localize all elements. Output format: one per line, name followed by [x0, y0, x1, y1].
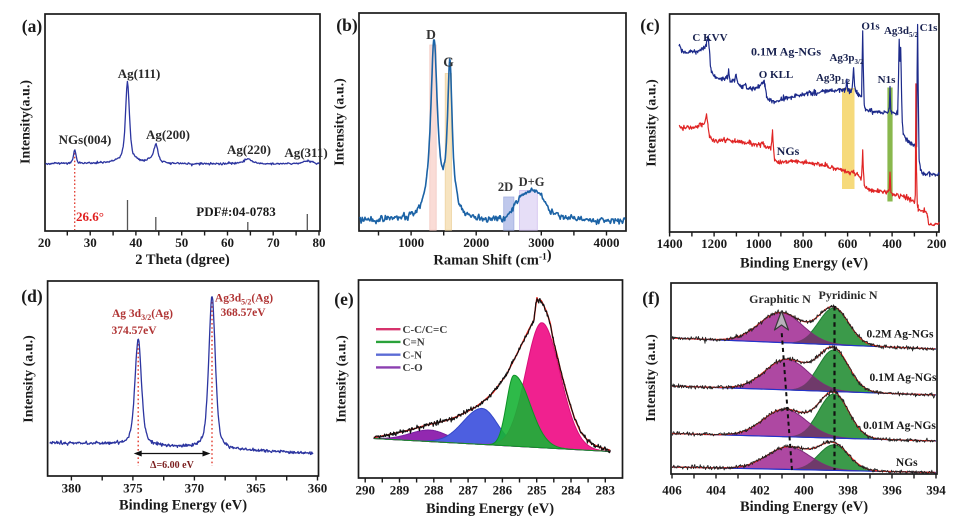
svg-text:600: 600	[838, 236, 858, 251]
svg-text:0.1M Ag-NGs: 0.1M Ag-NGs	[751, 45, 821, 59]
svg-text:PDF#:04-0783: PDF#:04-0783	[196, 204, 276, 219]
svg-text:26.6°: 26.6°	[76, 209, 104, 224]
svg-text:Binding Energy (eV): Binding Energy (eV)	[740, 499, 868, 515]
svg-text:368.57eV: 368.57eV	[220, 307, 266, 319]
svg-text:Ag3d5/2(Ag): Ag3d5/2(Ag)	[215, 293, 273, 307]
svg-text:1200: 1200	[701, 236, 727, 251]
svg-text:D: D	[426, 27, 436, 42]
svg-text:402: 402	[750, 483, 770, 498]
svg-text:286: 286	[493, 483, 513, 498]
svg-text:(d): (d)	[21, 286, 43, 306]
svg-text:1400: 1400	[657, 236, 683, 251]
svg-text:1000: 1000	[746, 236, 772, 251]
svg-text:Ag(111): Ag(111)	[118, 66, 161, 81]
svg-text:Pyridinic N: Pyridinic N	[819, 288, 878, 302]
svg-text:Intensity (a.u.): Intensity (a.u.)	[22, 335, 37, 423]
svg-text:70: 70	[267, 235, 280, 250]
svg-text:Intensity (a.u.): Intensity (a.u.)	[333, 78, 348, 166]
svg-text:NGs: NGs	[777, 144, 800, 158]
svg-text:Intensity(a.u.): Intensity(a.u.)	[19, 80, 34, 164]
svg-text:200: 200	[927, 236, 947, 251]
svg-text:Ag(311): Ag(311)	[284, 145, 327, 160]
svg-text:20: 20	[38, 235, 51, 250]
svg-text:30: 30	[84, 235, 97, 250]
svg-text:406: 406	[662, 483, 682, 498]
svg-text:288: 288	[424, 483, 444, 498]
svg-text:C1s: C1s	[920, 22, 938, 34]
svg-text:Raman Shift (cm-1): Raman Shift (cm-1)	[433, 248, 551, 269]
svg-text:283: 283	[596, 483, 616, 498]
svg-text:N1s: N1s	[878, 74, 896, 86]
svg-text:394: 394	[926, 483, 946, 498]
svg-text:C KVV: C KVV	[692, 32, 727, 44]
svg-text:C=N: C=N	[403, 337, 425, 349]
svg-text:0.1M Ag-NGs: 0.1M Ag-NGs	[869, 372, 937, 384]
svg-text:360: 360	[308, 481, 328, 496]
svg-text:Intensity (a.u.): Intensity (a.u.)	[335, 335, 350, 423]
svg-text:287: 287	[458, 483, 478, 498]
svg-text:50: 50	[175, 235, 188, 250]
svg-text:396: 396	[882, 483, 902, 498]
svg-text:C-O: C-O	[403, 362, 424, 374]
svg-text:290: 290	[355, 483, 375, 498]
svg-text:Binding Energy (eV): Binding Energy (eV)	[119, 498, 247, 514]
svg-text:0.01M Ag-NGs: 0.01M Ag-NGs	[863, 420, 936, 432]
svg-text:(f): (f)	[642, 288, 660, 308]
svg-text:Intensity (a.u.): Intensity (a.u.)	[645, 79, 660, 167]
svg-text:Ag(200): Ag(200)	[146, 127, 190, 142]
svg-text:Binding Energy (eV): Binding Energy (eV)	[740, 256, 868, 272]
svg-text:Graphitic N: Graphitic N	[749, 292, 811, 306]
svg-text:375: 375	[123, 481, 143, 496]
svg-text:C-C/C=C: C-C/C=C	[403, 324, 448, 336]
svg-text:40: 40	[129, 235, 142, 250]
svg-text:Intensity (a.u.): Intensity (a.u.)	[644, 334, 659, 422]
svg-text:380: 380	[62, 481, 82, 496]
svg-text:(b): (b)	[336, 15, 358, 35]
svg-text:2000: 2000	[463, 235, 489, 250]
svg-text:800: 800	[793, 236, 813, 251]
svg-text:1000: 1000	[398, 235, 424, 250]
svg-text:3000: 3000	[528, 235, 554, 250]
svg-text:289: 289	[390, 483, 410, 498]
svg-text:374.57eV: 374.57eV	[111, 325, 157, 337]
svg-text:(e): (e)	[334, 289, 354, 309]
svg-text:285: 285	[527, 483, 547, 498]
svg-text:80: 80	[313, 235, 326, 250]
svg-text:365: 365	[246, 481, 266, 496]
svg-text:Binding Energy (eV): Binding Energy (eV)	[426, 501, 554, 517]
svg-text:O1s: O1s	[861, 21, 880, 33]
svg-text:NGs(004): NGs(004)	[59, 132, 112, 147]
svg-text:370: 370	[185, 481, 205, 496]
svg-text:398: 398	[838, 483, 858, 498]
svg-text:2D: 2D	[498, 180, 513, 194]
svg-text:400: 400	[882, 236, 902, 251]
svg-text:0.2M Ag-NGs: 0.2M Ag-NGs	[866, 329, 934, 341]
svg-text:C-N: C-N	[403, 349, 423, 361]
svg-text:Ag(220): Ag(220)	[227, 142, 271, 157]
svg-text:284: 284	[561, 483, 581, 498]
svg-text:(a): (a)	[22, 16, 43, 36]
svg-text:NGs: NGs	[896, 457, 918, 469]
svg-text:O KLL: O KLL	[759, 69, 794, 81]
svg-text:Δ=6.00 eV: Δ=6.00 eV	[150, 460, 194, 471]
svg-text:(c): (c)	[640, 15, 660, 35]
svg-text:4000: 4000	[594, 235, 620, 250]
svg-text:Ag 3d3/2(Ag): Ag 3d3/2(Ag)	[112, 308, 173, 322]
svg-text:D+G: D+G	[519, 175, 545, 189]
svg-text:404: 404	[706, 483, 726, 498]
svg-text:G: G	[443, 55, 454, 70]
svg-text:2 Theta (dgree): 2 Theta (dgree)	[135, 252, 230, 268]
svg-text:60: 60	[221, 235, 234, 250]
svg-text:400: 400	[794, 483, 814, 498]
